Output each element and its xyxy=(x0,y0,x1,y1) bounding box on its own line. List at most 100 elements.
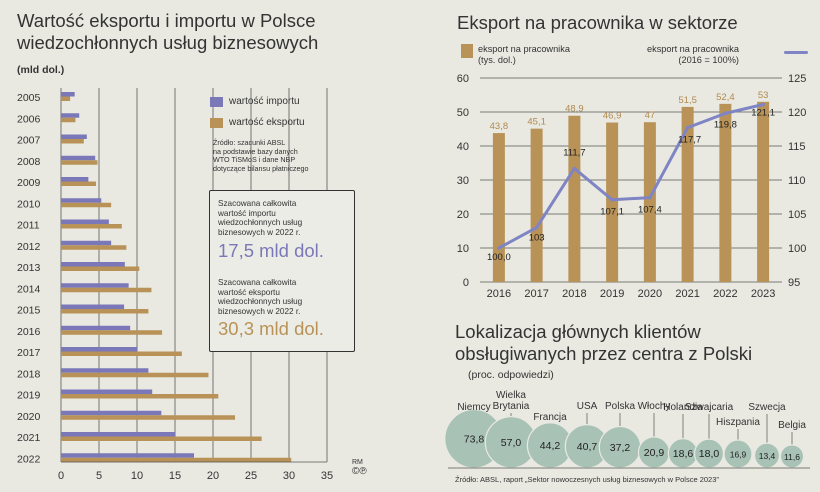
bar-value-label: 48,9 xyxy=(565,104,584,115)
x-tick-label: 35 xyxy=(321,470,333,482)
export-bar xyxy=(61,181,96,186)
export-bar xyxy=(61,160,98,165)
x-tick-label: 5 xyxy=(96,470,102,482)
export-bar xyxy=(61,287,152,293)
x-year-label: 2019 xyxy=(600,288,624,300)
left-chart-title: Wartość eksportu i importu w Polsce wied… xyxy=(17,10,318,54)
x-year-label: 2016 xyxy=(487,288,511,300)
export-bar xyxy=(61,266,140,271)
left-chart-unit: (mld dol.) xyxy=(17,64,65,76)
y-right-tick-label: 115 xyxy=(788,141,806,153)
index-line xyxy=(498,103,764,250)
x-year-label: 2017 xyxy=(524,288,548,300)
year-label: 2012 xyxy=(17,241,41,253)
index-point xyxy=(497,246,501,250)
index-point xyxy=(723,111,728,116)
year-label: 2017 xyxy=(17,347,41,359)
y-left-tick-label: 20 xyxy=(457,209,469,221)
index-value-label: 111,7 xyxy=(563,147,585,158)
import-summary-line: Szacowana całkowita xyxy=(218,199,297,208)
y-left-tick-label: 60 xyxy=(457,73,469,85)
x-year-label: 2020 xyxy=(638,288,662,300)
index-point xyxy=(534,225,539,230)
index-value-label: 103 xyxy=(529,233,545,244)
credit-symbols: ©℗ xyxy=(352,466,367,477)
import-bar xyxy=(61,92,75,97)
year-label: 2015 xyxy=(17,305,41,317)
index-value-label: 119,8 xyxy=(714,119,737,130)
legend-import-label: wartość importu xyxy=(229,96,300,107)
legend-export-label: wartość eksportu xyxy=(229,117,305,128)
index-value-label: 117,7 xyxy=(678,135,701,146)
import-bar xyxy=(61,347,137,352)
export-bar xyxy=(61,202,112,208)
year-label: 2010 xyxy=(17,198,41,210)
bubble-category-label: Niemcy xyxy=(457,402,490,413)
export-bar xyxy=(61,245,127,250)
x-year-label: 2018 xyxy=(562,288,586,300)
bar-value-label: 47 xyxy=(645,110,656,121)
legend-export-swatch xyxy=(210,118,223,128)
export-per-employee-bar xyxy=(719,103,732,282)
export-summary-text: Szacowana całkowita wartość eksportu wie… xyxy=(218,278,302,316)
bar-value-label: 53 xyxy=(758,90,769,101)
legend-bar-label: eksport na pracownika (tys. dol.) xyxy=(478,44,570,66)
bubble-value-label: 57,0 xyxy=(501,437,522,449)
index-value-label: 100,0 xyxy=(487,252,511,263)
bubble-category-label: Wielka xyxy=(496,390,526,401)
x-year-label: 2022 xyxy=(713,288,737,300)
index-value-label: 121,1 xyxy=(751,108,775,119)
y-left-tick-label: 10 xyxy=(457,243,469,255)
export-per-employee-bar xyxy=(568,115,581,283)
year-label: 2008 xyxy=(17,156,41,168)
year-label: 2005 xyxy=(17,92,41,104)
y-left-tick-label: 50 xyxy=(457,107,469,119)
bar-value-label: 43,8 xyxy=(490,121,509,132)
export-summary-line: Szacowana całkowita xyxy=(218,278,297,287)
import-bar xyxy=(61,368,149,373)
source-line: dotyczące bilansu płatniczego xyxy=(213,163,309,173)
year-label: 2020 xyxy=(17,411,41,423)
export-bar xyxy=(61,394,219,399)
export-bar xyxy=(61,330,163,335)
export-bar xyxy=(61,309,149,314)
x-tick-label: 0 xyxy=(58,470,64,482)
export-bar xyxy=(61,117,76,123)
bubble-chart-title: Lokalizacja głównych klientów obsługiwan… xyxy=(455,321,752,365)
year-label: 2011 xyxy=(17,220,40,232)
bubble-value-label: 37,2 xyxy=(610,442,631,454)
bubble-chart-title-line1: Lokalizacja głównych klientów xyxy=(455,321,701,342)
right-chart-title: Eksport na pracownika w sektorze xyxy=(457,12,738,33)
y-right-tick-label: 100 xyxy=(788,243,806,255)
bubble-value-label: 44,2 xyxy=(540,440,561,452)
index-point xyxy=(648,195,652,200)
export-summary-line: biznesowych w 2022 r. xyxy=(218,306,301,316)
y-right-tick-label: 105 xyxy=(788,209,806,221)
legend-line-label: eksport na pracownika (2016 = 100%) xyxy=(647,44,739,66)
export-bar xyxy=(61,351,182,356)
left-chart-title-line1: Wartość eksportu i importu w Polsce xyxy=(17,10,316,31)
index-value-label: 107,1 xyxy=(600,207,624,218)
bubble-category-label: Hiszpania xyxy=(716,417,760,428)
bubble-category-label: Szwajcaria xyxy=(685,402,734,413)
legend-bar-line: (tys. dol.) xyxy=(478,55,516,65)
import-summary-line: biznesowych w 2022 r. xyxy=(218,227,301,237)
index-value-label: 107,4 xyxy=(638,205,662,216)
bubble-value-label: 73,8 xyxy=(464,433,485,445)
import-bar xyxy=(61,453,194,458)
import-bar xyxy=(61,410,162,416)
bubble-category-label: Włochy xyxy=(638,401,671,412)
y-left-tick-label: 40 xyxy=(457,141,469,153)
year-label: 2013 xyxy=(17,262,41,274)
import-bar xyxy=(61,432,175,437)
export-per-employee-bar xyxy=(530,128,543,282)
index-point xyxy=(610,197,614,202)
year-label: 2016 xyxy=(17,326,41,338)
year-label: 2019 xyxy=(17,390,41,402)
import-bar xyxy=(61,177,89,182)
import-bar xyxy=(61,304,125,309)
y-right-tick-label: 120 xyxy=(788,107,806,119)
export-per-employee-bar xyxy=(606,122,619,282)
bubble-chart-title-line2: obsługiwanych przez centra z Polski xyxy=(455,343,753,364)
